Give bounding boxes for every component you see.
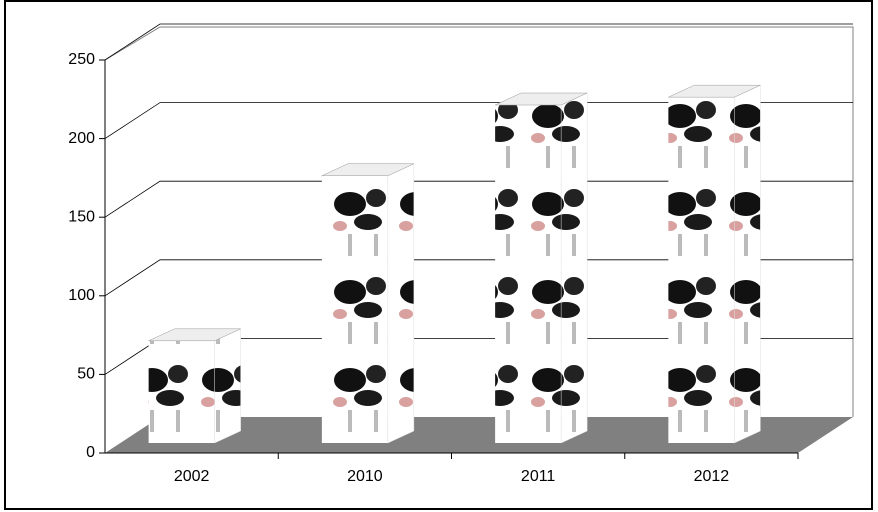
bar-side	[734, 84, 761, 444]
bar-side	[560, 92, 588, 444]
bar-front	[668, 97, 735, 443]
bar	[321, 163, 415, 444]
x-tick-label: 2010	[347, 468, 383, 485]
bar-front	[495, 105, 562, 444]
floor	[105, 417, 853, 453]
y-tick-label: 150	[68, 208, 95, 225]
bar-front	[321, 175, 388, 443]
bar-top	[148, 328, 241, 342]
bar-front	[148, 340, 215, 443]
grid-line	[104, 23, 853, 61]
y-tick-label: 100	[68, 287, 95, 304]
bar	[495, 92, 588, 444]
bar-top	[495, 92, 588, 106]
grid-line	[104, 102, 853, 139]
bar-top	[668, 84, 761, 98]
x-tick-label: 2011	[521, 468, 556, 485]
x-tick-label: 2002	[174, 468, 210, 485]
grid-line	[104, 259, 853, 297]
y-tick-label: 250	[68, 51, 95, 68]
bar-side	[387, 163, 415, 444]
grid-line	[104, 180, 853, 218]
y-tick-label: 200	[68, 130, 95, 147]
bar	[148, 328, 241, 444]
bar	[668, 84, 761, 444]
y-tick-label: 0	[86, 444, 95, 461]
chart-border	[4, 0, 873, 510]
x-tick-label: 2012	[694, 468, 730, 485]
bar-top	[321, 163, 414, 177]
bar-side	[214, 328, 241, 444]
y-tick-label: 50	[77, 366, 95, 383]
